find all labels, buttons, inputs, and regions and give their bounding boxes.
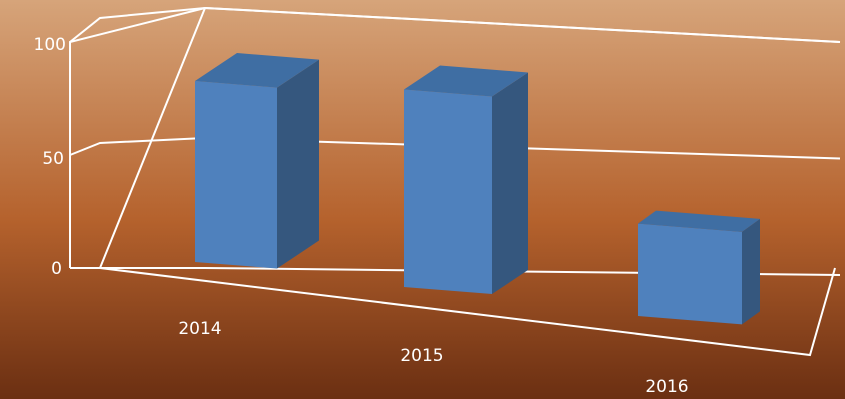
floor-edge <box>99 267 836 357</box>
bar-2015 <box>404 65 528 295</box>
x-category-label-2015: 2015 <box>400 346 443 366</box>
bar-2014 <box>195 53 319 269</box>
x-axis-labels: 2014 2015 2016 <box>178 319 688 397</box>
bar-top-2015 <box>404 65 528 97</box>
bar-front-2015 <box>404 89 492 295</box>
y-axis-line <box>69 7 206 268</box>
bar-front-2014 <box>195 81 277 269</box>
y-tick-label-50: 50 <box>42 149 64 169</box>
y-tick-label-0: 0 <box>51 259 62 279</box>
x-category-label-2014: 2014 <box>178 319 221 339</box>
bar-front-2016 <box>638 223 742 325</box>
bar-side-2015 <box>492 72 528 295</box>
y-tick-label-100: 100 <box>34 35 66 55</box>
y-axis-ticks: 0 50 100 <box>34 35 66 279</box>
bars <box>195 53 760 325</box>
bar-top-2014 <box>195 53 319 88</box>
bar-2016 <box>638 210 760 325</box>
axes <box>69 7 841 357</box>
bar-side-2014 <box>277 59 319 269</box>
top-edge <box>204 7 841 43</box>
x-category-label-2016: 2016 <box>645 377 688 397</box>
bar-side-2016 <box>742 218 760 325</box>
bar-top-2016 <box>638 210 760 232</box>
